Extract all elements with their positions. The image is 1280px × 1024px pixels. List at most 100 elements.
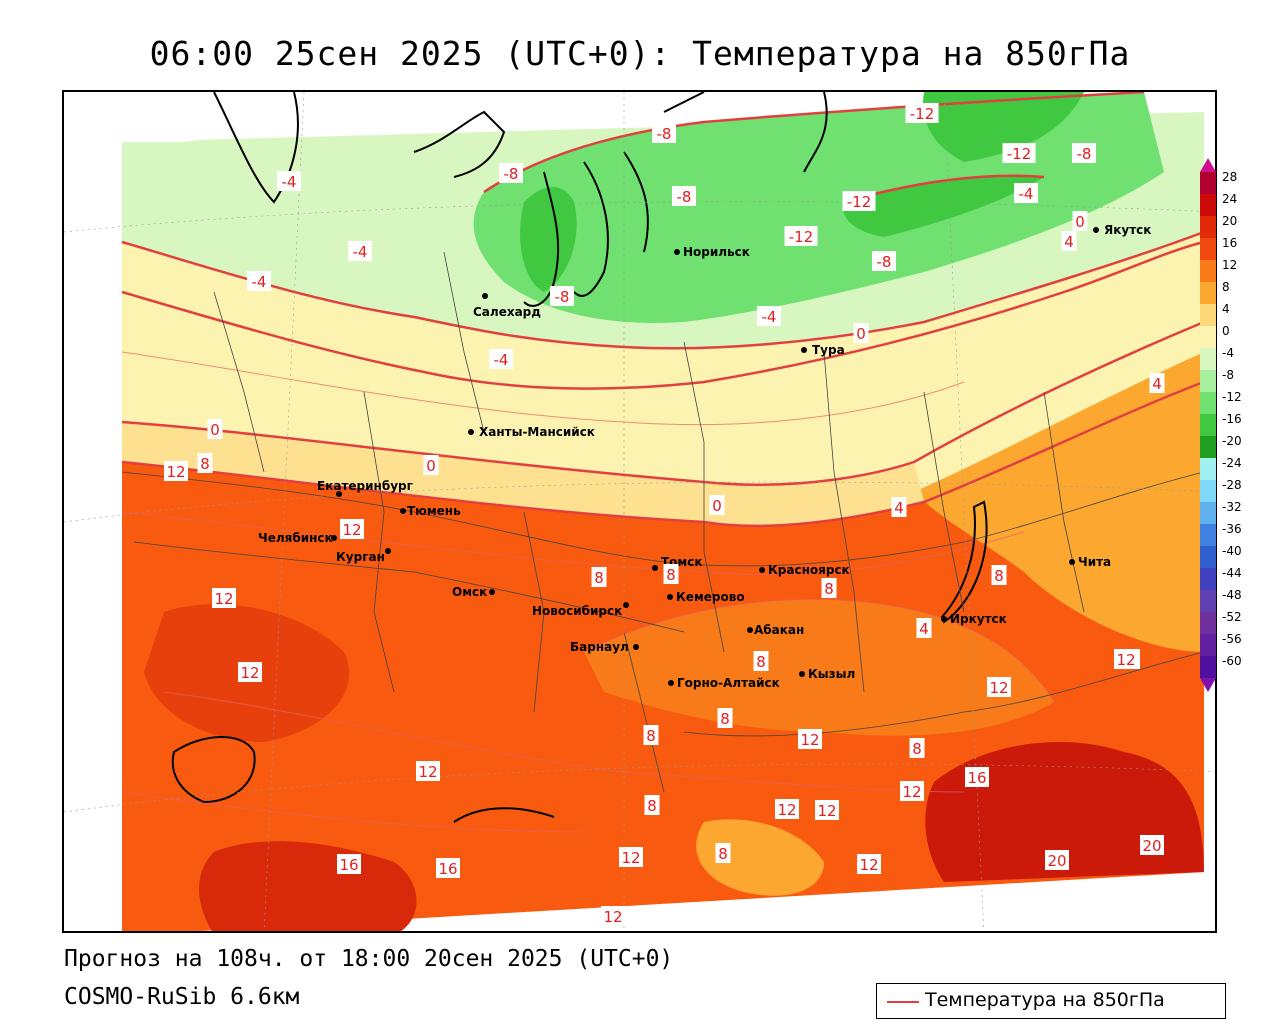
- colorbar-tick-label: -36: [1222, 522, 1242, 536]
- map-canvas: Якутск Норильск Салехард Тура Ханты-Мансийск…: [64, 92, 1215, 931]
- warm-area-central: [584, 599, 1054, 736]
- isotherm-label-bg: [207, 419, 223, 439]
- colorbar-tick-label: -56: [1222, 632, 1242, 646]
- colorbar-tick-label: -16: [1222, 412, 1242, 426]
- outside-domain-topleft: [64, 92, 404, 442]
- city-2[interactable]: Салехард: [473, 293, 541, 319]
- isotherm-label-text: 8: [594, 569, 604, 587]
- city-dot: [674, 249, 680, 255]
- colorbar-tick-label: 0: [1222, 324, 1230, 338]
- isotherm-label-bg: [842, 191, 876, 211]
- cold-area-deep-green: [843, 175, 1044, 237]
- isotherm-label-text: -4: [282, 173, 297, 191]
- isotherm-label: 12: [798, 729, 822, 749]
- city-label: Салехард: [473, 305, 541, 319]
- city-16[interactable]: Горно-Алтайск: [668, 676, 780, 690]
- isotherm-label: -12: [1002, 143, 1036, 163]
- isotherm-label-text: 12: [418, 763, 437, 781]
- city-19[interactable]: Чита: [1069, 555, 1111, 569]
- colorbar-tick-label: 28: [1222, 170, 1238, 184]
- isotherm-label-text: 12: [342, 521, 361, 539]
- colorbar-arrow-top: [1200, 158, 1216, 172]
- colorbar-swatch: [1200, 282, 1216, 304]
- isotherm-label: -8: [550, 286, 574, 306]
- isotherm-label-bg: [238, 662, 262, 682]
- isotherm-label-text: 20: [1142, 837, 1161, 855]
- isotherm-label: 12: [416, 761, 440, 781]
- city-label: Ханты-Мансийск: [479, 425, 595, 439]
- isotherm-label: 12: [900, 781, 924, 801]
- isotherm-label-text: 0: [210, 421, 220, 439]
- isotherm-label-text: 4: [1152, 375, 1162, 393]
- isotherm-label-text: 12: [603, 908, 622, 926]
- city-dot: [801, 347, 807, 353]
- city-10[interactable]: Новосибирск: [532, 602, 629, 618]
- isotherm-label-bg: [489, 349, 513, 369]
- city-dot: [400, 508, 406, 514]
- colorbar-tick-label: -48: [1222, 588, 1242, 602]
- isotherm-label-text: -12: [847, 193, 872, 211]
- region-borders: [121, 251, 1205, 793]
- colorbar-swatch: [1200, 194, 1216, 216]
- isotherm-label-bg: [337, 854, 361, 874]
- hot-area-southeast: [925, 742, 1204, 882]
- city-9[interactable]: Омск: [452, 585, 495, 599]
- colorbar-swatch: [1200, 568, 1216, 590]
- city-18[interactable]: Иркутск: [941, 612, 1007, 626]
- city-label: Екатеринбург: [317, 479, 413, 493]
- isotherm-label-text: 8: [824, 580, 834, 598]
- colorbar-swatch: [1200, 590, 1216, 612]
- isotherm-label: -8: [672, 186, 696, 206]
- isotherm-lines: [121, 92, 1205, 528]
- city-label: Норильск: [683, 245, 750, 259]
- isotherm-label-bg: [643, 725, 659, 745]
- city-12[interactable]: Красноярск: [759, 563, 850, 577]
- city-label: Курган: [336, 550, 385, 564]
- isotherm-label-text: 16: [438, 860, 457, 878]
- isotherm-label-text: 12: [859, 856, 878, 874]
- isotherm-label-bg: [798, 729, 822, 749]
- colorbar-swatch: [1200, 458, 1216, 480]
- city-15[interactable]: Барнаул: [570, 640, 639, 654]
- city-dot: [385, 548, 391, 554]
- model-name: COSMO-RuSib 6.6км: [64, 984, 300, 1010]
- cold-area-deep-green-2: [923, 92, 1084, 162]
- city-17[interactable]: Кызыл: [799, 667, 855, 681]
- isotherm-label-bg: [1072, 143, 1096, 163]
- city-label: Челябинск: [258, 531, 333, 545]
- city-14[interactable]: Абакан: [747, 623, 804, 637]
- city-label: Барнаул: [570, 640, 629, 654]
- isotherm-label: 8: [821, 578, 837, 598]
- city-13[interactable]: Кемерово: [667, 590, 745, 604]
- city-0[interactable]: Якутск: [1093, 223, 1151, 237]
- city-5[interactable]: Екатеринбург: [317, 479, 413, 497]
- colorbar-tick-label: 4: [1222, 302, 1230, 316]
- city-dot: [482, 293, 488, 299]
- isotherm-label: 8: [643, 725, 659, 745]
- isotherm-label-bg: [672, 186, 696, 206]
- city-3[interactable]: Тура: [801, 343, 845, 357]
- isotherm-label-bg: [436, 858, 460, 878]
- hot-area-southwest: [199, 841, 417, 931]
- city-1[interactable]: Норильск: [674, 245, 750, 259]
- colorbar-tick-label: -52: [1222, 610, 1242, 624]
- isotherm-label-text: 8: [200, 455, 210, 473]
- city-label: Кызыл: [808, 667, 855, 681]
- city-6[interactable]: Тюмень: [400, 504, 461, 518]
- isotherm-label-bg: [1149, 373, 1165, 393]
- temperature-map[interactable]: Якутск Норильск Салехард Тура Ханты-Мансийск…: [62, 90, 1217, 933]
- isotherm-label: 4: [1061, 231, 1077, 251]
- isotherm-label-bg: [663, 564, 679, 584]
- colorbar-tick-label: -28: [1222, 478, 1242, 492]
- city-label: Новосибирск: [532, 604, 622, 618]
- isotherm-label-bg: [416, 761, 440, 781]
- isotherm-label-text: 8: [720, 710, 730, 728]
- isotherm-label: 12: [212, 588, 236, 608]
- city-7[interactable]: Челябинск: [258, 531, 337, 545]
- cold-area-yamal: [520, 187, 577, 292]
- mild-area-east: [914, 352, 1204, 652]
- isotherm-label: -12: [905, 103, 939, 123]
- city-4[interactable]: Ханты-Мансийск: [468, 425, 595, 439]
- city-8[interactable]: Курган: [336, 548, 391, 564]
- isotherm-label: 0: [207, 419, 223, 439]
